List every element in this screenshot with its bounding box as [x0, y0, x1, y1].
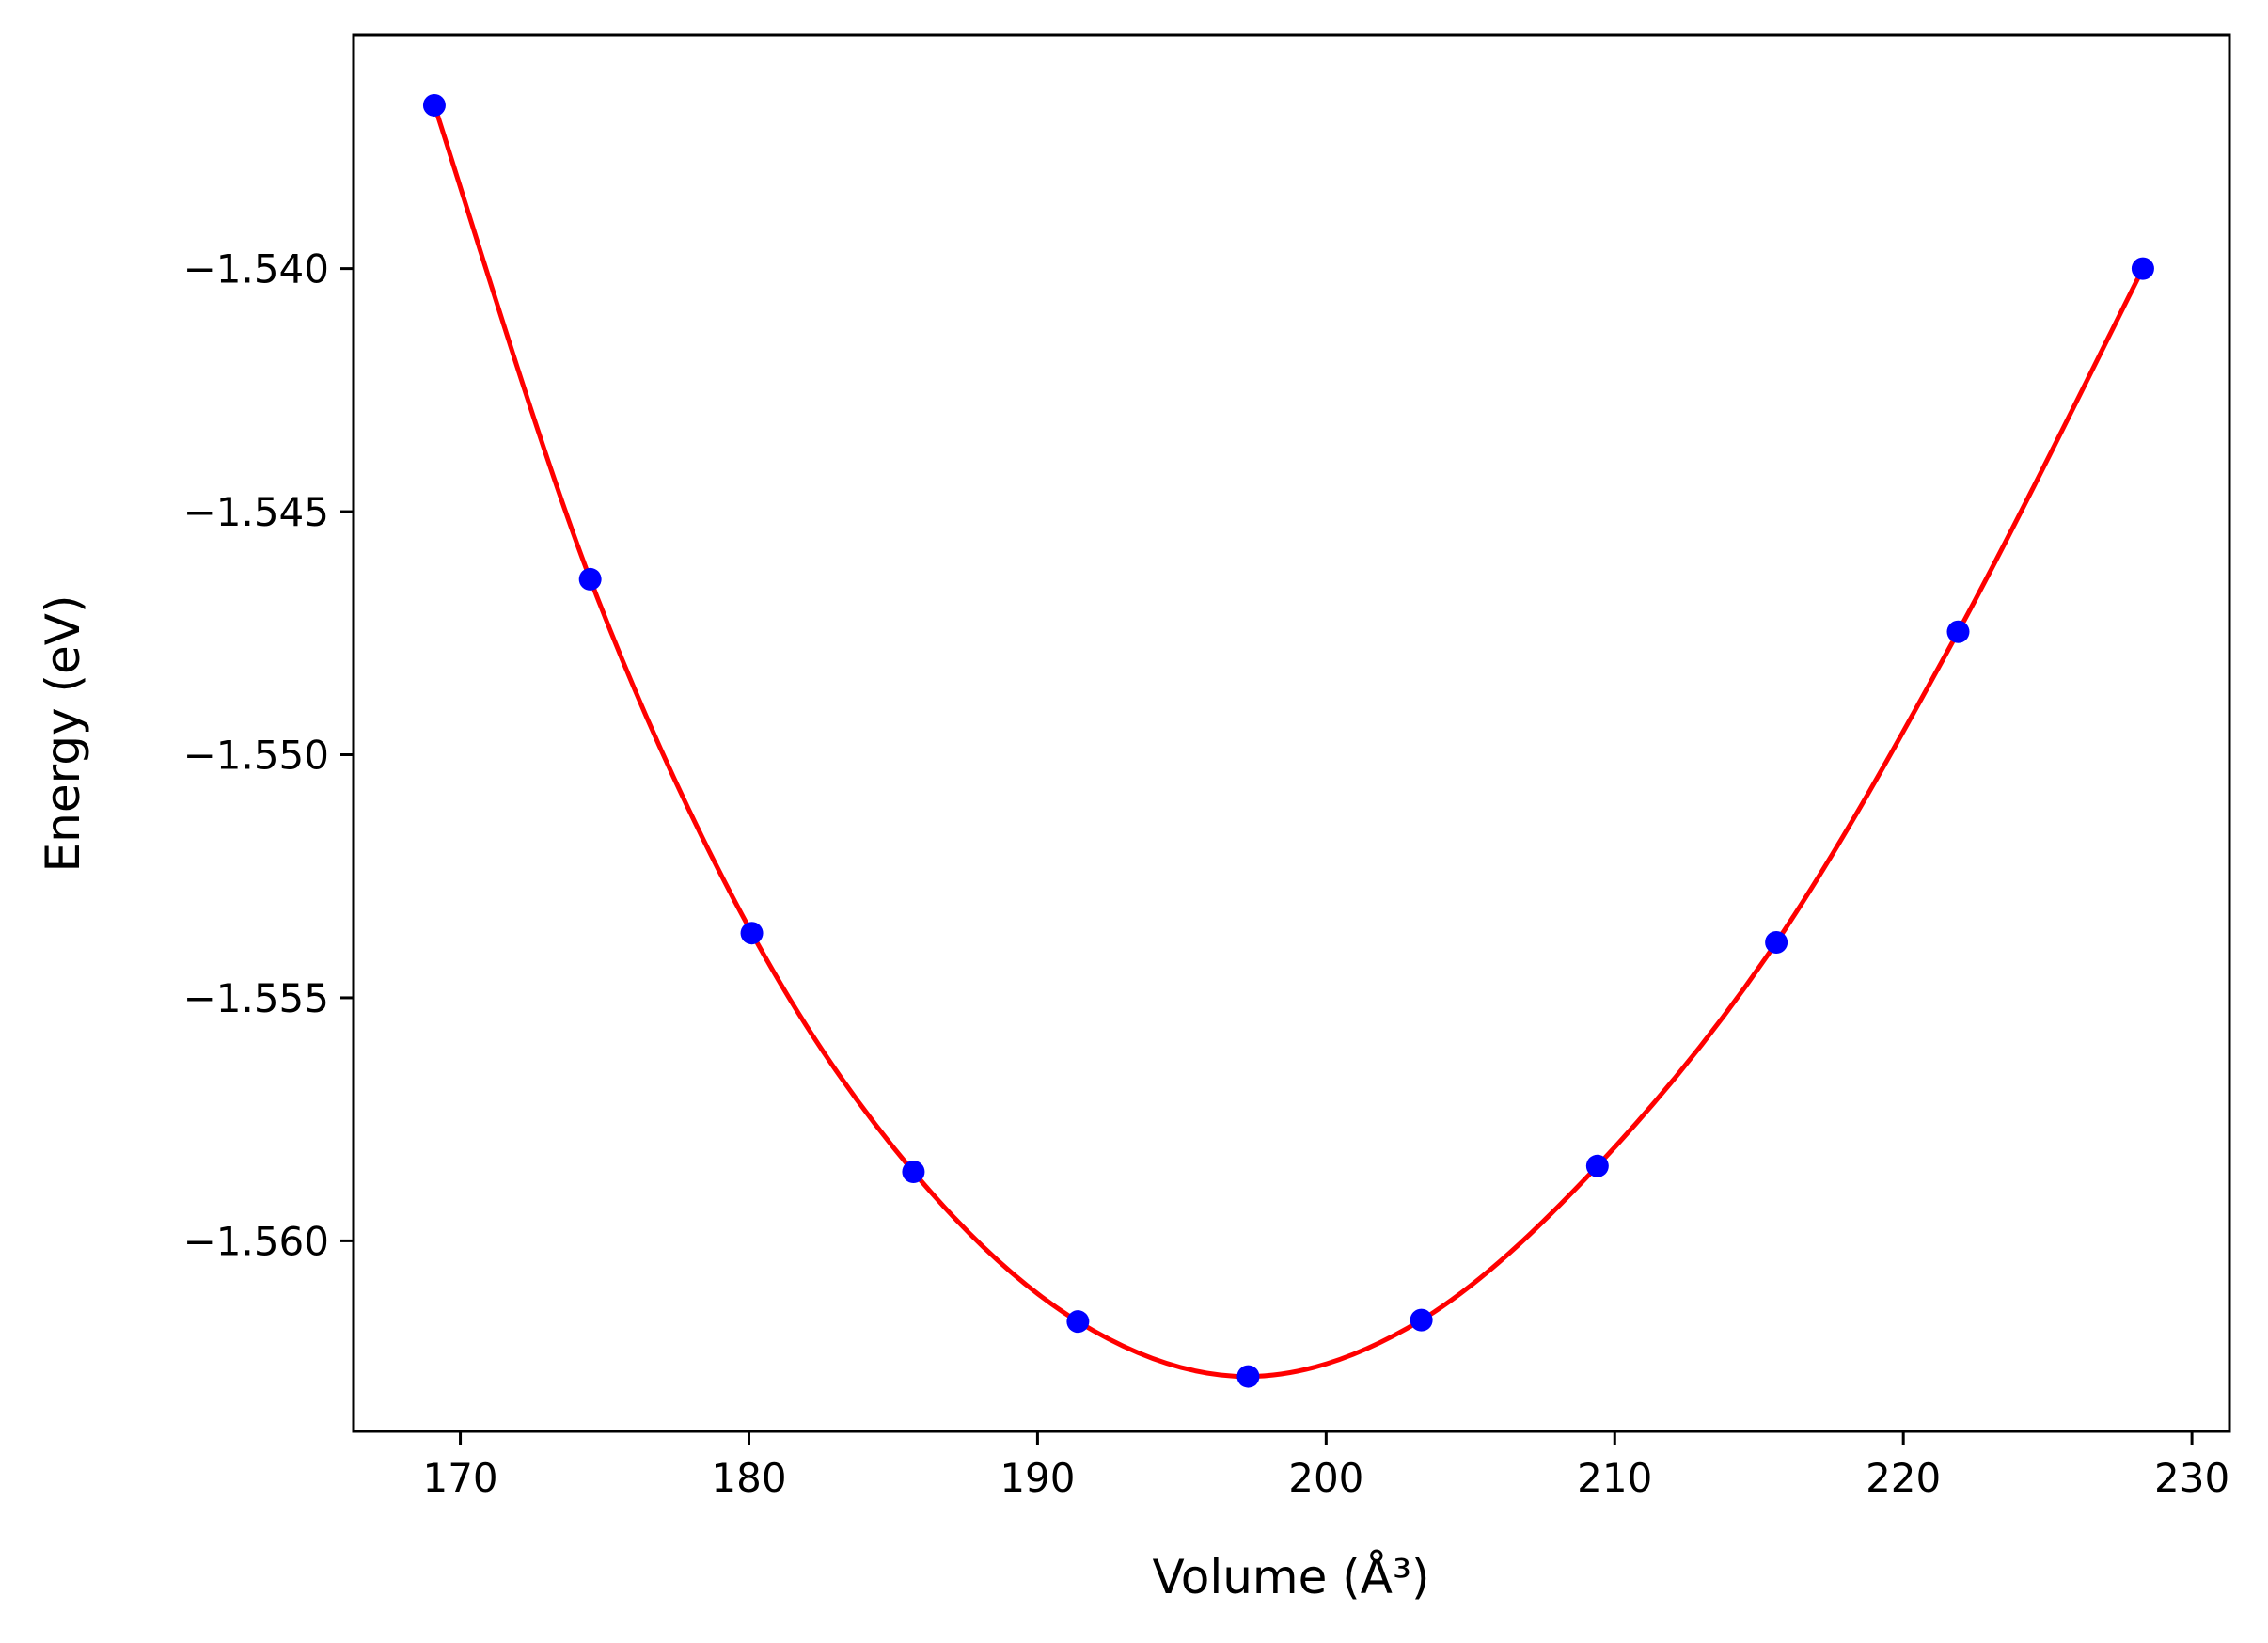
- x-tick-label: 180: [711, 1455, 786, 1501]
- x-tick-label: 230: [2154, 1455, 2229, 1501]
- data-point: [1236, 1365, 1260, 1388]
- data-point: [2131, 257, 2154, 280]
- x-tick-label: 220: [1866, 1455, 1941, 1501]
- data-point: [578, 567, 602, 591]
- data-point: [422, 93, 446, 117]
- x-tick-label: 200: [1288, 1455, 1363, 1501]
- y-tick-label: −1.555: [183, 975, 329, 1021]
- fit-curve: [432, 104, 2146, 1380]
- y-tick-label: −1.540: [183, 246, 329, 292]
- y-axis-label: Energy (eV): [36, 595, 90, 873]
- y-tick-label: −1.550: [183, 733, 329, 779]
- fit-curve-layer: [432, 104, 2146, 1380]
- y-axis-ticks: −1.540 −1.545 −1.550 −1.555 −1.560: [183, 246, 354, 1264]
- x-axis-label: Volume (Å³): [1152, 1550, 1429, 1604]
- data-point: [1946, 620, 1970, 643]
- y-tick-label: −1.560: [183, 1218, 329, 1264]
- data-point: [1585, 1154, 1609, 1177]
- data-point: [740, 922, 764, 945]
- x-axis-ticks: 170 180 190 200 210 220 230: [422, 1431, 2229, 1501]
- y-tick-label: −1.545: [183, 489, 329, 535]
- plot-frame: [352, 33, 2231, 1433]
- x-tick-label: 170: [422, 1455, 497, 1501]
- data-points-layer: [422, 93, 2154, 1388]
- x-tick-label: 190: [1000, 1455, 1075, 1501]
- x-tick-label: 210: [1577, 1455, 1652, 1501]
- data-point: [1410, 1308, 1433, 1332]
- data-point: [1066, 1310, 1090, 1334]
- data-point: [902, 1160, 925, 1183]
- data-point: [1765, 931, 1788, 955]
